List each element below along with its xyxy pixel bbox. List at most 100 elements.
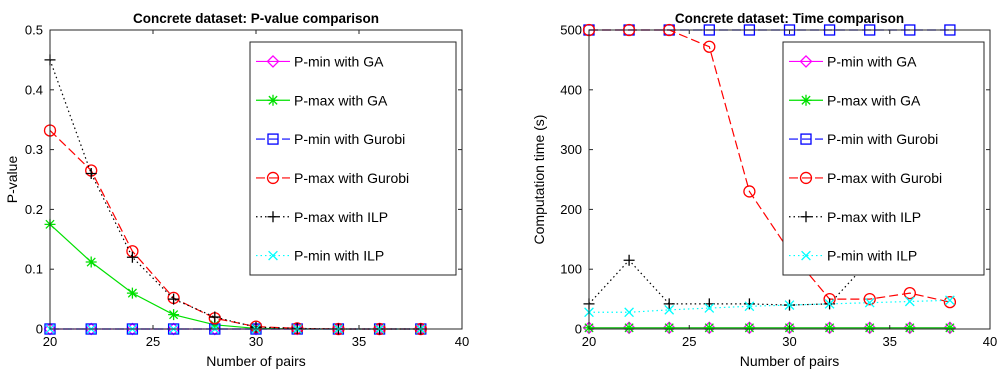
data-point [704, 303, 715, 313]
x-axis-label: Number of pairs [740, 353, 840, 369]
legend-entry: P-max with ILP [789, 209, 921, 225]
legend-box [249, 41, 457, 276]
legend-marker [800, 94, 812, 106]
y-tick-label: 0.1 [25, 262, 43, 277]
x-tick-label: 25 [682, 334, 696, 349]
y-axis-label: Computation time (s) [531, 115, 547, 245]
legend-label: P-min with ILP [827, 248, 917, 264]
y-tick-label: 300 [560, 142, 582, 157]
legend-marker [800, 211, 812, 223]
data-point [126, 287, 138, 299]
legend-marker [267, 94, 279, 106]
legend-label: P-max with GA [294, 92, 388, 108]
x-tick-label: 30 [782, 334, 796, 349]
y-tick-label: 0 [575, 322, 582, 337]
legend-label: P-min with Gurobi [827, 131, 938, 147]
legend-entry: P-max with Gurobi [256, 170, 409, 186]
legend-marker [266, 171, 280, 185]
data-point [944, 322, 956, 334]
legend-entry: P-max with ILP [256, 209, 388, 225]
legend-marker [799, 54, 813, 68]
data-point [864, 297, 875, 308]
data-point [703, 322, 715, 334]
chart-title: Concrete dataset: P-value comparison [133, 11, 379, 26]
data-point [168, 293, 180, 305]
legend-label: P-min with Gurobi [294, 131, 405, 147]
data-point [85, 256, 97, 268]
legend-marker [801, 250, 811, 261]
x-tick-label: 35 [352, 334, 366, 349]
legend-box [782, 41, 985, 276]
data-point [664, 305, 675, 315]
legend-marker [267, 211, 279, 223]
y-axis-label: P-value [4, 156, 20, 204]
data-point [824, 299, 835, 309]
series-line [49, 130, 421, 330]
data-point [623, 254, 635, 266]
data-point [903, 286, 916, 300]
data-point [943, 295, 957, 309]
y-tick-label: 500 [560, 23, 582, 38]
data-point [784, 300, 795, 310]
data-point [863, 292, 876, 306]
legend-label: P-max with GA [827, 92, 921, 108]
legend-marker [267, 133, 279, 145]
legend-label: P-min with GA [294, 53, 384, 69]
legend-marker [800, 133, 812, 145]
data-point [623, 322, 635, 334]
legend-label: P-min with ILP [294, 248, 384, 264]
legend: P-min with GA P-max with GA P-min with Gur… [782, 41, 985, 276]
y-tick-label: 100 [560, 262, 582, 277]
chart-pvalue-comparison: 20 25 30 35 40 0 0.1 0.2 0.3 0.4 0.5 Concrete datas… [4, 11, 469, 369]
legend-label: P-max with Gurobi [294, 170, 409, 186]
data-point [904, 296, 915, 307]
legend-marker [266, 54, 280, 68]
legend-label: P-max with ILP [294, 209, 388, 225]
x-tick-label: 20 [43, 334, 57, 349]
legend-marker [268, 250, 278, 261]
data-point [744, 301, 755, 312]
data-point [743, 322, 755, 334]
y-tick-label: 0.2 [25, 202, 43, 217]
legend-marker [799, 171, 813, 185]
legend-label: P-max with Gurobi [827, 170, 942, 186]
legend-entry: P-min with GA [789, 53, 917, 69]
legend-entry: P-min with GA [256, 53, 384, 69]
series-line [49, 59, 421, 330]
legend-entry: P-min with ILP [256, 248, 384, 264]
y-tick-label: 200 [560, 202, 582, 217]
data-point [85, 168, 97, 180]
x-tick-label: 30 [249, 334, 263, 349]
series-line [589, 299, 950, 313]
legend-entry: P-max with GA [256, 92, 388, 108]
chart-title: Concrete dataset: Time comparison [675, 11, 904, 26]
y-tick-label: 0.5 [25, 23, 43, 38]
data-point [824, 322, 836, 334]
data-point [168, 309, 180, 321]
data-point [743, 185, 756, 198]
x-tick-label: 40 [455, 334, 469, 349]
legend-entry: P-min with ILP [789, 248, 917, 264]
legend-entry: P-min with Gurobi [789, 131, 938, 147]
legend-label: P-min with GA [827, 53, 917, 69]
legend: P-min with GA P-max with GA P-min with Gur… [249, 41, 457, 276]
y-tick-label: 0.3 [25, 142, 43, 157]
legend-entry: P-max with GA [789, 92, 921, 108]
data-point [864, 322, 876, 334]
y-tick-label: 0 [36, 322, 43, 337]
y-tick-label: 400 [560, 82, 582, 97]
data-point [209, 319, 221, 331]
data-point [663, 322, 675, 334]
data-point [703, 40, 716, 53]
data-point [904, 322, 916, 334]
data-point [126, 251, 138, 263]
x-axis-label: Number of pairs [206, 353, 306, 369]
legend-label: P-max with ILP [827, 209, 921, 225]
x-tick-label: 25 [146, 334, 160, 349]
data-point [624, 307, 634, 318]
data-point [663, 298, 675, 310]
data-point [743, 298, 755, 310]
legend-entry: P-min with Gurobi [256, 131, 405, 147]
